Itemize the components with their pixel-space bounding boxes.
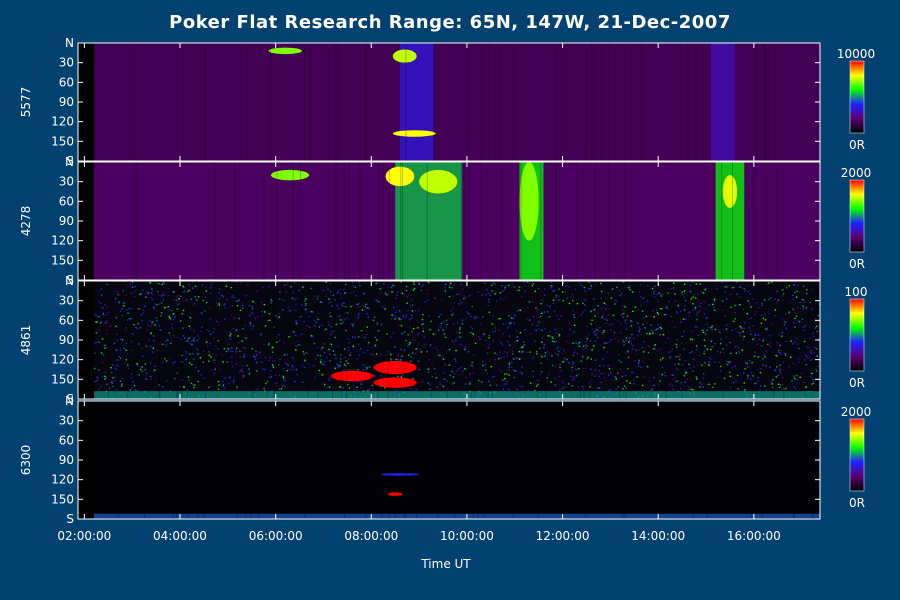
- emission-band: [93, 391, 820, 399]
- y-tick-label: 120: [51, 353, 74, 367]
- y-tick-label: 150: [51, 492, 74, 506]
- panel-6300: N 30 60 90 120 150 S 6300 2000 0R: [19, 394, 871, 526]
- colorbar-max-label: 2000: [841, 405, 872, 419]
- emission-feature: [373, 377, 417, 388]
- panel-image: [93, 401, 820, 519]
- colorbar: [849, 298, 865, 372]
- y-tick-label: N: [65, 274, 74, 288]
- y-tick-label: 120: [51, 115, 74, 129]
- y-tick-label: S: [66, 392, 74, 406]
- emission-feature: [419, 169, 458, 194]
- y-tick-label: 150: [51, 253, 74, 267]
- y-tick-label: S: [66, 512, 74, 526]
- y-tick-label: 30: [59, 56, 74, 70]
- y-tick-label: 120: [51, 234, 74, 248]
- emission-feature: [722, 175, 738, 208]
- colorbar-min-label: 0R: [849, 257, 865, 271]
- y-tick-label: 150: [51, 134, 74, 148]
- y-tick-label: 90: [59, 214, 74, 228]
- emission-band: [710, 43, 735, 161]
- y-tick-label: N: [65, 36, 74, 50]
- panel-4278: N 30 60 90 120 150 S 4278 2000 0R: [19, 155, 871, 287]
- y-tick-label: 60: [59, 75, 74, 89]
- emission-band: [399, 43, 434, 161]
- x-tick-label: 10:00:00: [440, 529, 494, 543]
- panel-image: [93, 43, 820, 161]
- y-tick-label: 30: [59, 175, 74, 189]
- colorbar: [849, 179, 865, 253]
- emission-feature: [385, 166, 415, 187]
- x-tick-label: 02:00:00: [57, 529, 111, 543]
- x-tick-label: 16:00:00: [727, 529, 781, 543]
- y-tick-label: S: [66, 273, 74, 287]
- emission-feature: [330, 370, 374, 382]
- data-background: [93, 401, 820, 519]
- y-tick-label: 90: [59, 453, 74, 467]
- y-tick-label: 90: [59, 95, 74, 109]
- y-tick-label: 60: [59, 194, 74, 208]
- x-tick-label: 08:00:00: [344, 529, 398, 543]
- colorbar-min-label: 0R: [849, 138, 865, 152]
- colorbar-max-label: 2000: [841, 166, 872, 180]
- x-tick-label: 12:00:00: [536, 529, 590, 543]
- colorbar: [849, 60, 865, 134]
- wavelength-label: 4278: [19, 206, 33, 237]
- colorbar-min-label: 0R: [849, 376, 865, 390]
- emission-feature: [380, 473, 420, 476]
- y-tick-label: 150: [51, 372, 74, 386]
- emission-band: [93, 513, 820, 519]
- y-tick-label: 90: [59, 333, 74, 347]
- y-tick-label: 30: [59, 294, 74, 308]
- emission-feature: [373, 360, 417, 375]
- x-tick-label: 06:00:00: [249, 529, 303, 543]
- panel-5577: N 30 60 90 120 150 S 5577 10000 0R: [19, 36, 875, 168]
- colorbar-max-label: 10000: [837, 47, 875, 61]
- x-tick-label: 04:00:00: [153, 529, 207, 543]
- y-tick-label: S: [66, 154, 74, 168]
- panel-image: [93, 281, 820, 399]
- emission-feature: [519, 162, 539, 241]
- colorbar-min-label: 0R: [849, 496, 865, 510]
- y-tick-label: 30: [59, 414, 74, 428]
- panel-4861: N 30 60 90 120 150 S 4861 100 0R: [19, 274, 867, 406]
- y-tick-label: N: [65, 394, 74, 408]
- data-background: [93, 281, 820, 399]
- wavelength-label: 5577: [19, 87, 33, 118]
- x-axis-label: Time UT: [420, 557, 471, 571]
- emission-feature: [392, 130, 436, 137]
- y-tick-label: 60: [59, 433, 74, 447]
- y-tick-label: 120: [51, 473, 74, 487]
- emission-feature: [392, 49, 417, 63]
- emission-feature: [270, 169, 310, 181]
- x-tick-label: 14:00:00: [631, 529, 685, 543]
- emission-feature: [268, 47, 302, 55]
- wavelength-label: 4861: [19, 325, 33, 356]
- wavelength-label: 6300: [19, 445, 33, 476]
- colorbar: [849, 418, 865, 492]
- panel-image: [93, 162, 820, 280]
- y-tick-label: N: [65, 155, 74, 169]
- chart-title: Poker Flat Research Range: 65N, 147W, 21…: [169, 12, 731, 33]
- emission-feature: [388, 492, 403, 497]
- y-tick-label: 60: [59, 313, 74, 327]
- emission-band: [93, 43, 820, 161]
- colorbar-max-label: 100: [845, 285, 868, 299]
